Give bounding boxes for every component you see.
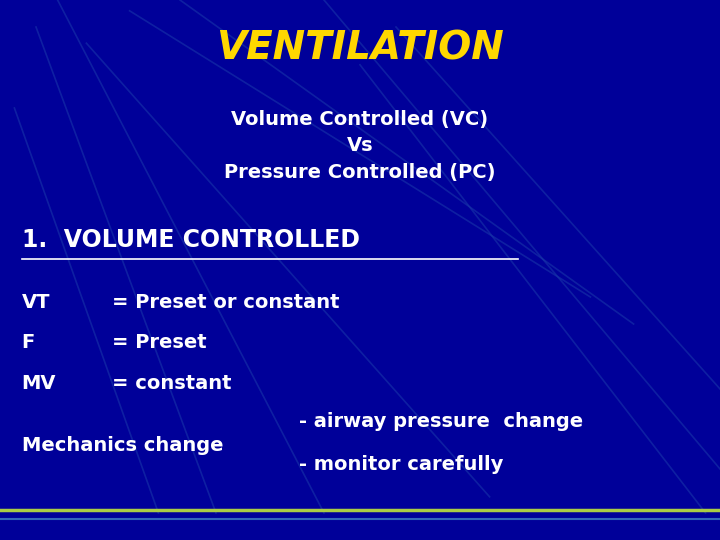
Text: - airway pressure  change: - airway pressure change [299,411,583,431]
Text: VT: VT [22,293,50,312]
Text: F: F [22,333,35,353]
Text: = Preset or constant: = Preset or constant [112,293,339,312]
Text: 1.  VOLUME CONTROLLED: 1. VOLUME CONTROLLED [22,228,359,252]
Text: - monitor carefully: - monitor carefully [299,455,503,474]
Text: = constant: = constant [112,374,231,393]
Text: Volume Controlled (VC)
Vs
Pressure Controlled (PC): Volume Controlled (VC) Vs Pressure Contr… [224,110,496,182]
Text: = Preset: = Preset [112,333,206,353]
Text: VENTILATION: VENTILATION [216,30,504,68]
Text: MV: MV [22,374,56,393]
Text: Mechanics change: Mechanics change [22,436,223,455]
